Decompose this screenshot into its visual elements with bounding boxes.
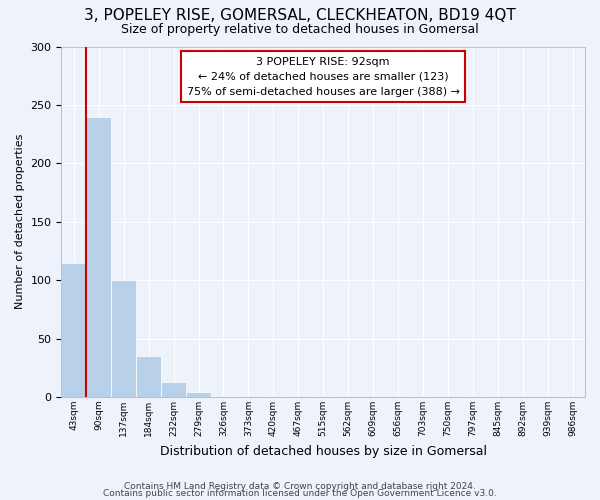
Y-axis label: Number of detached properties: Number of detached properties	[15, 134, 25, 310]
Bar	[560, 396, 585, 397]
Bar	[261, 396, 286, 397]
Bar	[311, 396, 335, 397]
X-axis label: Distribution of detached houses by size in Gomersal: Distribution of detached houses by size …	[160, 444, 487, 458]
Bar	[211, 396, 236, 397]
Text: Contains HM Land Registry data © Crown copyright and database right 2024.: Contains HM Land Registry data © Crown c…	[124, 482, 476, 491]
Bar	[61, 262, 86, 397]
Text: 3 POPELEY RISE: 92sqm
← 24% of detached houses are smaller (123)
75% of semi-det: 3 POPELEY RISE: 92sqm ← 24% of detached …	[187, 57, 460, 96]
Bar	[86, 116, 111, 397]
Bar	[460, 396, 485, 397]
Bar	[186, 392, 211, 397]
Text: 3, POPELEY RISE, GOMERSAL, CLECKHEATON, BD19 4QT: 3, POPELEY RISE, GOMERSAL, CLECKHEATON, …	[84, 8, 516, 22]
Bar	[136, 356, 161, 397]
Bar	[410, 396, 436, 397]
Text: Contains public sector information licensed under the Open Government Licence v3: Contains public sector information licen…	[103, 490, 497, 498]
Text: Size of property relative to detached houses in Gomersal: Size of property relative to detached ho…	[121, 22, 479, 36]
Bar	[111, 280, 136, 397]
Bar	[161, 382, 186, 397]
